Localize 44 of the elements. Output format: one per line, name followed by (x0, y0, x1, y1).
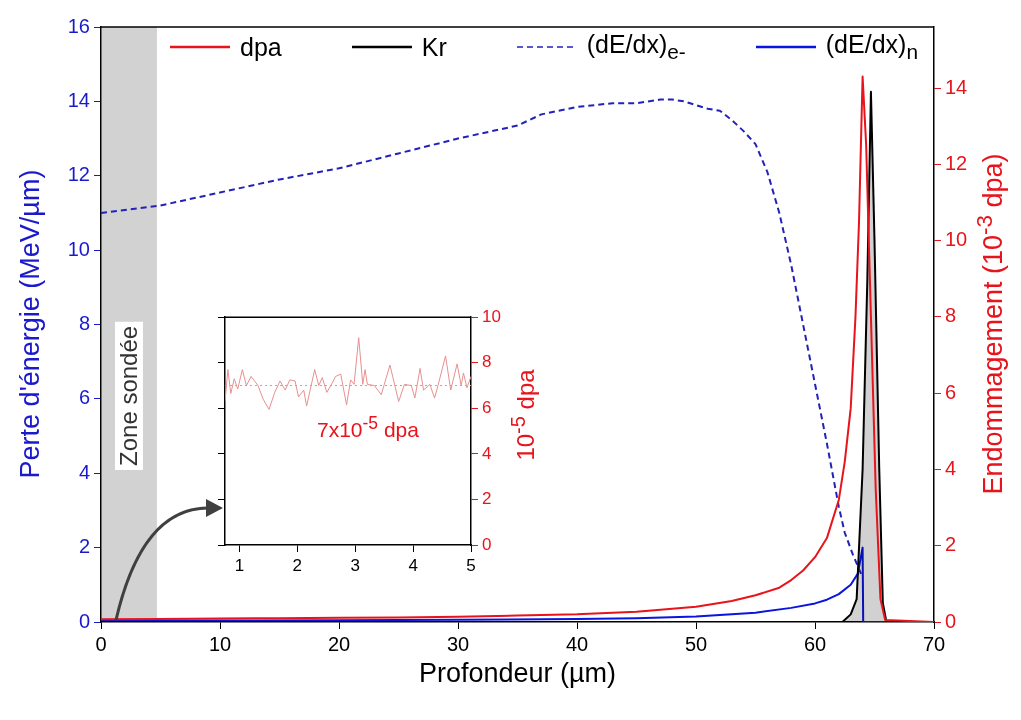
legend-label: (dE/dx)$_{e-}$ (586, 30, 686, 64)
x-tick-label: 0 (95, 632, 107, 655)
y-tick-label: 0 (78, 609, 90, 632)
y2-tick-label: 6 (482, 398, 492, 418)
x-tick-label: 2 (292, 555, 303, 575)
x-tick-label: 50 (684, 632, 708, 655)
y2-tick-label: 14 (945, 75, 968, 98)
y2-tick-label: 0 (482, 534, 492, 554)
legend-label: (dE/dx)$_{n}$ (825, 30, 918, 64)
annotation: 7x10$^{-5}$ dpa (317, 413, 419, 441)
y2-tick-label: 2 (945, 533, 957, 556)
y-tick-label: 12 (67, 163, 90, 186)
x-tick-label: 10 (208, 632, 232, 655)
y-tick-label: 16 (67, 14, 90, 37)
legend-label: dpa (240, 32, 282, 62)
x-tick-label: 60 (803, 632, 827, 655)
y2-tick-label: 6 (945, 380, 957, 403)
y-tick-label: 4 (78, 460, 90, 483)
y2-tick-label: 0 (945, 609, 957, 632)
y2-tick-label: 10 (945, 228, 968, 251)
x-tick-label: 30 (446, 632, 470, 655)
y2-tick-label: 12 (945, 151, 968, 174)
y-tick-label: 8 (78, 312, 90, 335)
y2-tick-label: 4 (945, 456, 957, 479)
x-tick-label: 40 (565, 632, 589, 655)
y-tick-label: 2 (78, 535, 90, 558)
y-tick-label: 6 (78, 386, 90, 409)
y-tick-label: 10 (67, 237, 90, 260)
y2-tick-label: 8 (482, 352, 492, 372)
y2-tick-label: 10 (482, 306, 501, 326)
band-label: Zone sondée (114, 325, 142, 466)
x-tick-label: 1 (234, 555, 245, 575)
x-tick-label: 3 (350, 555, 360, 575)
x-tick-label: 70 (922, 632, 946, 655)
x-tick-label: 5 (466, 555, 476, 575)
y2-tick-label: 2 (482, 489, 492, 509)
y-axis-title: Perte d'énergie (MeV/µm) (14, 169, 46, 479)
y-tick-label: 14 (67, 88, 90, 111)
x-axis-title: Profondeur (µm) (417, 658, 618, 689)
x-tick-label: 4 (408, 555, 418, 575)
y2-tick-label: 8 (945, 304, 957, 327)
legend-label: Kr (421, 32, 447, 62)
y2-tick-label: 4 (482, 443, 492, 463)
x-tick-label: 20 (327, 632, 351, 655)
